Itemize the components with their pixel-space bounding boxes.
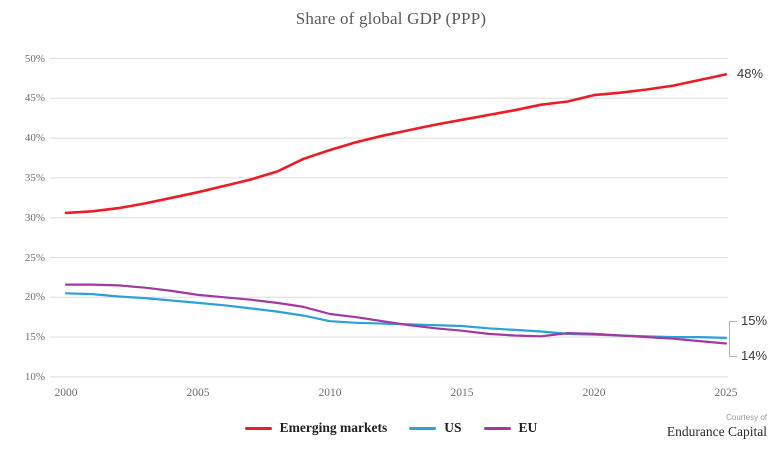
series-line-emerging-markets bbox=[64, 73, 728, 215]
y-tick-label: 35% bbox=[24, 171, 45, 184]
x-tick-label: 2000 bbox=[54, 387, 78, 399]
x-tick-label: 2020 bbox=[582, 387, 606, 399]
y-tick-label: 20% bbox=[24, 291, 45, 304]
y-tick-label: 25% bbox=[24, 251, 45, 264]
legend-label-emerging-markets: Emerging markets bbox=[279, 420, 388, 435]
gridlines bbox=[50, 58, 728, 378]
y-tick-label: 45% bbox=[24, 92, 45, 105]
end-label-bracket bbox=[729, 321, 737, 357]
branding: Courtesy of Endurance Capital bbox=[667, 413, 767, 440]
legend-label-eu: EU bbox=[518, 420, 538, 435]
courtesy-of-text: Courtesy of bbox=[726, 413, 767, 422]
us-end-value-label: 15% bbox=[741, 313, 768, 328]
brand-name-text: Endurance Capital bbox=[666, 424, 767, 439]
us-line-swatch bbox=[409, 426, 437, 430]
emerging-markets-end-value-label: 48% bbox=[737, 66, 764, 81]
legend-item-us[interactable]: US bbox=[409, 420, 462, 436]
chart-title: Share of global GDP (PPP) bbox=[295, 9, 487, 28]
series-line-us bbox=[64, 292, 728, 339]
emerging-markets-line-swatch bbox=[244, 426, 272, 430]
eu-end-value-label: 14% bbox=[741, 348, 768, 363]
series-line-eu bbox=[64, 283, 728, 345]
eu-line-swatch bbox=[483, 426, 511, 430]
y-tick-label: 30% bbox=[24, 211, 45, 224]
x-tick-label: 2005 bbox=[186, 387, 210, 399]
y-tick-label: 10% bbox=[24, 370, 45, 383]
y-tick-label: 50% bbox=[24, 52, 45, 65]
legend-item-eu[interactable]: EU bbox=[483, 420, 538, 436]
legend-item-emerging-markets[interactable]: Emerging markets bbox=[244, 420, 388, 436]
y-tick-label: 15% bbox=[24, 331, 45, 344]
x-tick-label: 2025 bbox=[714, 387, 738, 399]
x-tick-label: 2010 bbox=[318, 387, 342, 399]
x-tick-label: 2015 bbox=[450, 387, 474, 399]
legend-label-us: US bbox=[444, 420, 462, 435]
legend: Emerging markets US EU bbox=[0, 420, 782, 436]
y-tick-label: 40% bbox=[24, 132, 45, 145]
